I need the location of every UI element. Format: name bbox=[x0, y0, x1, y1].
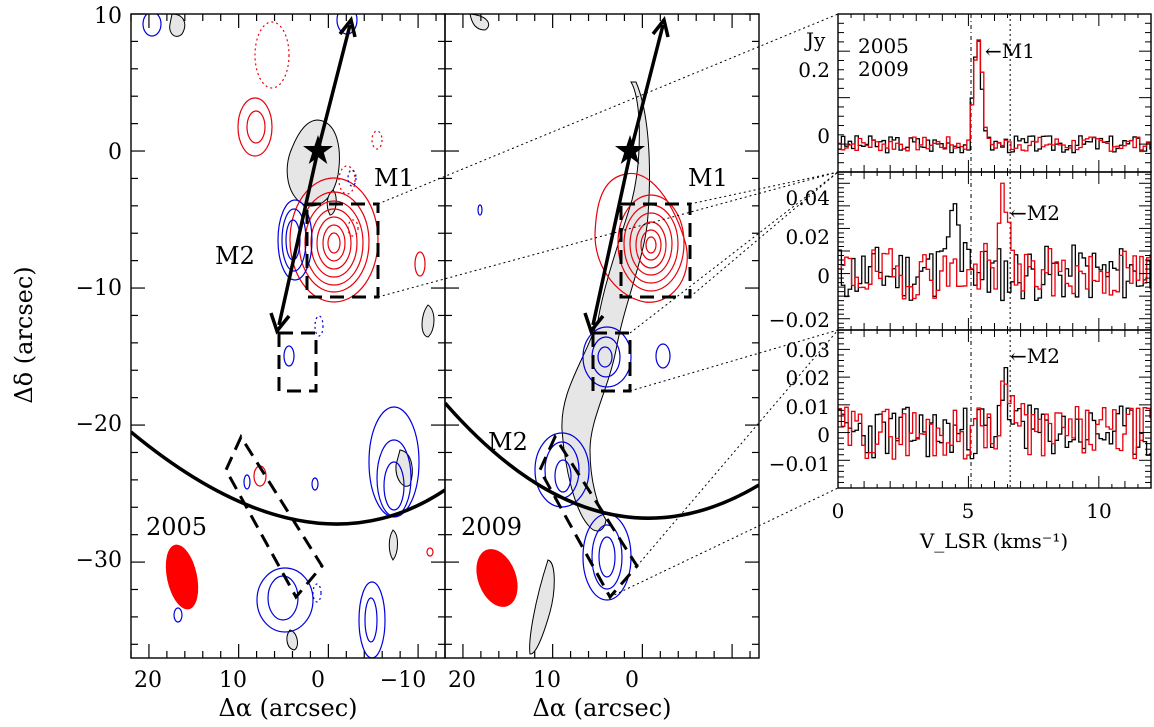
y-tick-label: 0.02 bbox=[785, 225, 830, 249]
outflow-arrows bbox=[583, 16, 670, 335]
y-tick-label: 10 bbox=[94, 4, 122, 29]
epoch-label: 2009 bbox=[461, 513, 522, 541]
spectra-panel: Jy 2005 2009 0.2 0 0.04 0.02 0 −0.02 0.0… bbox=[769, 13, 1152, 553]
spectrum-x-axis-title: V_LSR (kms⁻¹) bbox=[919, 529, 1068, 553]
spectrum-middle-y-labels: 0.04 0.02 0 −0.02 bbox=[769, 186, 830, 332]
gray-patch bbox=[286, 629, 298, 651]
y-tick-label: −10 bbox=[76, 276, 122, 301]
m2-label: M2 bbox=[215, 242, 255, 270]
y-tick-label: 0 bbox=[817, 423, 830, 447]
gray-filament bbox=[561, 81, 650, 532]
spectrum-top-y-labels: 0.2 0 bbox=[798, 58, 830, 148]
red-m1-contours bbox=[237, 97, 434, 557]
unit-label: Jy bbox=[804, 28, 826, 52]
y-tick-label: 0.03 bbox=[785, 338, 830, 362]
map-2009-frame bbox=[444, 13, 760, 659]
m1-label: M1 bbox=[374, 164, 414, 192]
gray-patch bbox=[421, 304, 435, 338]
y-tick-label: 0 bbox=[817, 124, 830, 148]
blue-m2-contours bbox=[142, 14, 420, 658]
x-tick-label: 20 bbox=[448, 668, 476, 693]
spectrum-frame-bottom bbox=[837, 329, 1152, 489]
x-tick-label: 10 bbox=[533, 668, 561, 693]
map-2009-contours: 2009 M1 M2 bbox=[445, 14, 759, 655]
gray-patch bbox=[469, 14, 490, 31]
map-2005-contours: 2005 M1 M2 bbox=[131, 14, 445, 658]
red-dotted-contours bbox=[254, 21, 383, 237]
x-axis-title: Δα (arcsec) bbox=[218, 694, 357, 722]
x-tick-label: 0 bbox=[832, 499, 845, 523]
blue-dotted-contours bbox=[312, 169, 357, 603]
spectrum-series-2005 bbox=[838, 366, 1151, 460]
source-star bbox=[615, 135, 645, 164]
map-2009-ticks bbox=[444, 13, 759, 658]
x-tick-label: 10 bbox=[1086, 499, 1111, 523]
x-tick-label: −10 bbox=[380, 668, 426, 693]
y-axis-title: Δδ (arcsec) bbox=[10, 266, 38, 403]
spectrum-annotations: ←M1 ←M2 ←M2 bbox=[985, 39, 1060, 368]
map-2005-ticks bbox=[130, 13, 445, 658]
map-2009-x-tick-labels: 20 10 0 bbox=[448, 668, 639, 693]
y-tick-label: 0.04 bbox=[785, 186, 830, 210]
annotation-m1: ←M1 bbox=[985, 39, 1035, 63]
outflow-arrows bbox=[269, 16, 357, 335]
m1-label: M1 bbox=[688, 164, 728, 192]
map-2009-panel: 2009 M1 M2 20 10 0 Δα (arcsec) bbox=[444, 13, 760, 722]
x-tick-label: 20 bbox=[134, 668, 162, 693]
gray-patch bbox=[169, 14, 186, 37]
spectra-traces bbox=[837, 13, 1152, 489]
y-tick-label: 0.2 bbox=[798, 58, 830, 82]
spectrum-x-tick-labels: 0 5 10 bbox=[832, 499, 1112, 523]
epoch-label: 2005 bbox=[146, 513, 207, 541]
map-2005-panel: 2005 M1 M2 10 0 −10 −20 −30 20 10 0 −10 … bbox=[10, 4, 446, 722]
x-tick-label: 5 bbox=[962, 499, 975, 523]
dashed-regions bbox=[224, 202, 380, 600]
map-2005-x-tick-labels: 20 10 0 −10 bbox=[134, 668, 426, 693]
y-tick-label: −0.01 bbox=[769, 452, 830, 476]
gray-patch bbox=[529, 559, 555, 655]
y-tick-label: 0 bbox=[108, 140, 122, 165]
legend-2005: 2005 bbox=[858, 34, 909, 58]
boundary-arc bbox=[131, 430, 445, 526]
x-axis-title: Δα (arcsec) bbox=[532, 694, 671, 722]
y-tick-label: −20 bbox=[76, 412, 122, 437]
x-tick-label: 10 bbox=[219, 668, 247, 693]
x-tick-label: 0 bbox=[625, 668, 639, 693]
spectrum-bottom-y-labels: 0.03 0.02 0.01 0 −0.01 bbox=[769, 338, 830, 476]
y-tick-label: 0.02 bbox=[785, 366, 830, 390]
legend-2009: 2009 bbox=[858, 57, 909, 81]
gray-patch bbox=[388, 529, 398, 561]
connector-lines bbox=[377, 13, 839, 598]
y-tick-label: −30 bbox=[76, 548, 122, 573]
boundary-arc bbox=[445, 401, 759, 520]
spectrum-series-2009 bbox=[838, 182, 1151, 300]
m2-label: M2 bbox=[488, 428, 528, 456]
spectrum-frame-middle bbox=[837, 171, 1152, 331]
y-tick-label: −0.02 bbox=[769, 308, 830, 332]
y-tick-label: 0 bbox=[817, 264, 830, 288]
spectrum-series-2009 bbox=[838, 39, 1151, 153]
beam-ellipse bbox=[165, 544, 199, 610]
y-tick-label: 0.01 bbox=[785, 395, 830, 419]
spectrum-series-2009 bbox=[838, 380, 1151, 460]
map-2005-y-tick-labels: 10 0 −10 −20 −30 bbox=[76, 4, 122, 573]
x-tick-label: 0 bbox=[311, 668, 325, 693]
annotation-m2: ←M2 bbox=[1010, 344, 1060, 368]
annotation-m2: ←M2 bbox=[1010, 201, 1060, 225]
source-star bbox=[303, 135, 333, 164]
beam-ellipse bbox=[476, 549, 518, 607]
